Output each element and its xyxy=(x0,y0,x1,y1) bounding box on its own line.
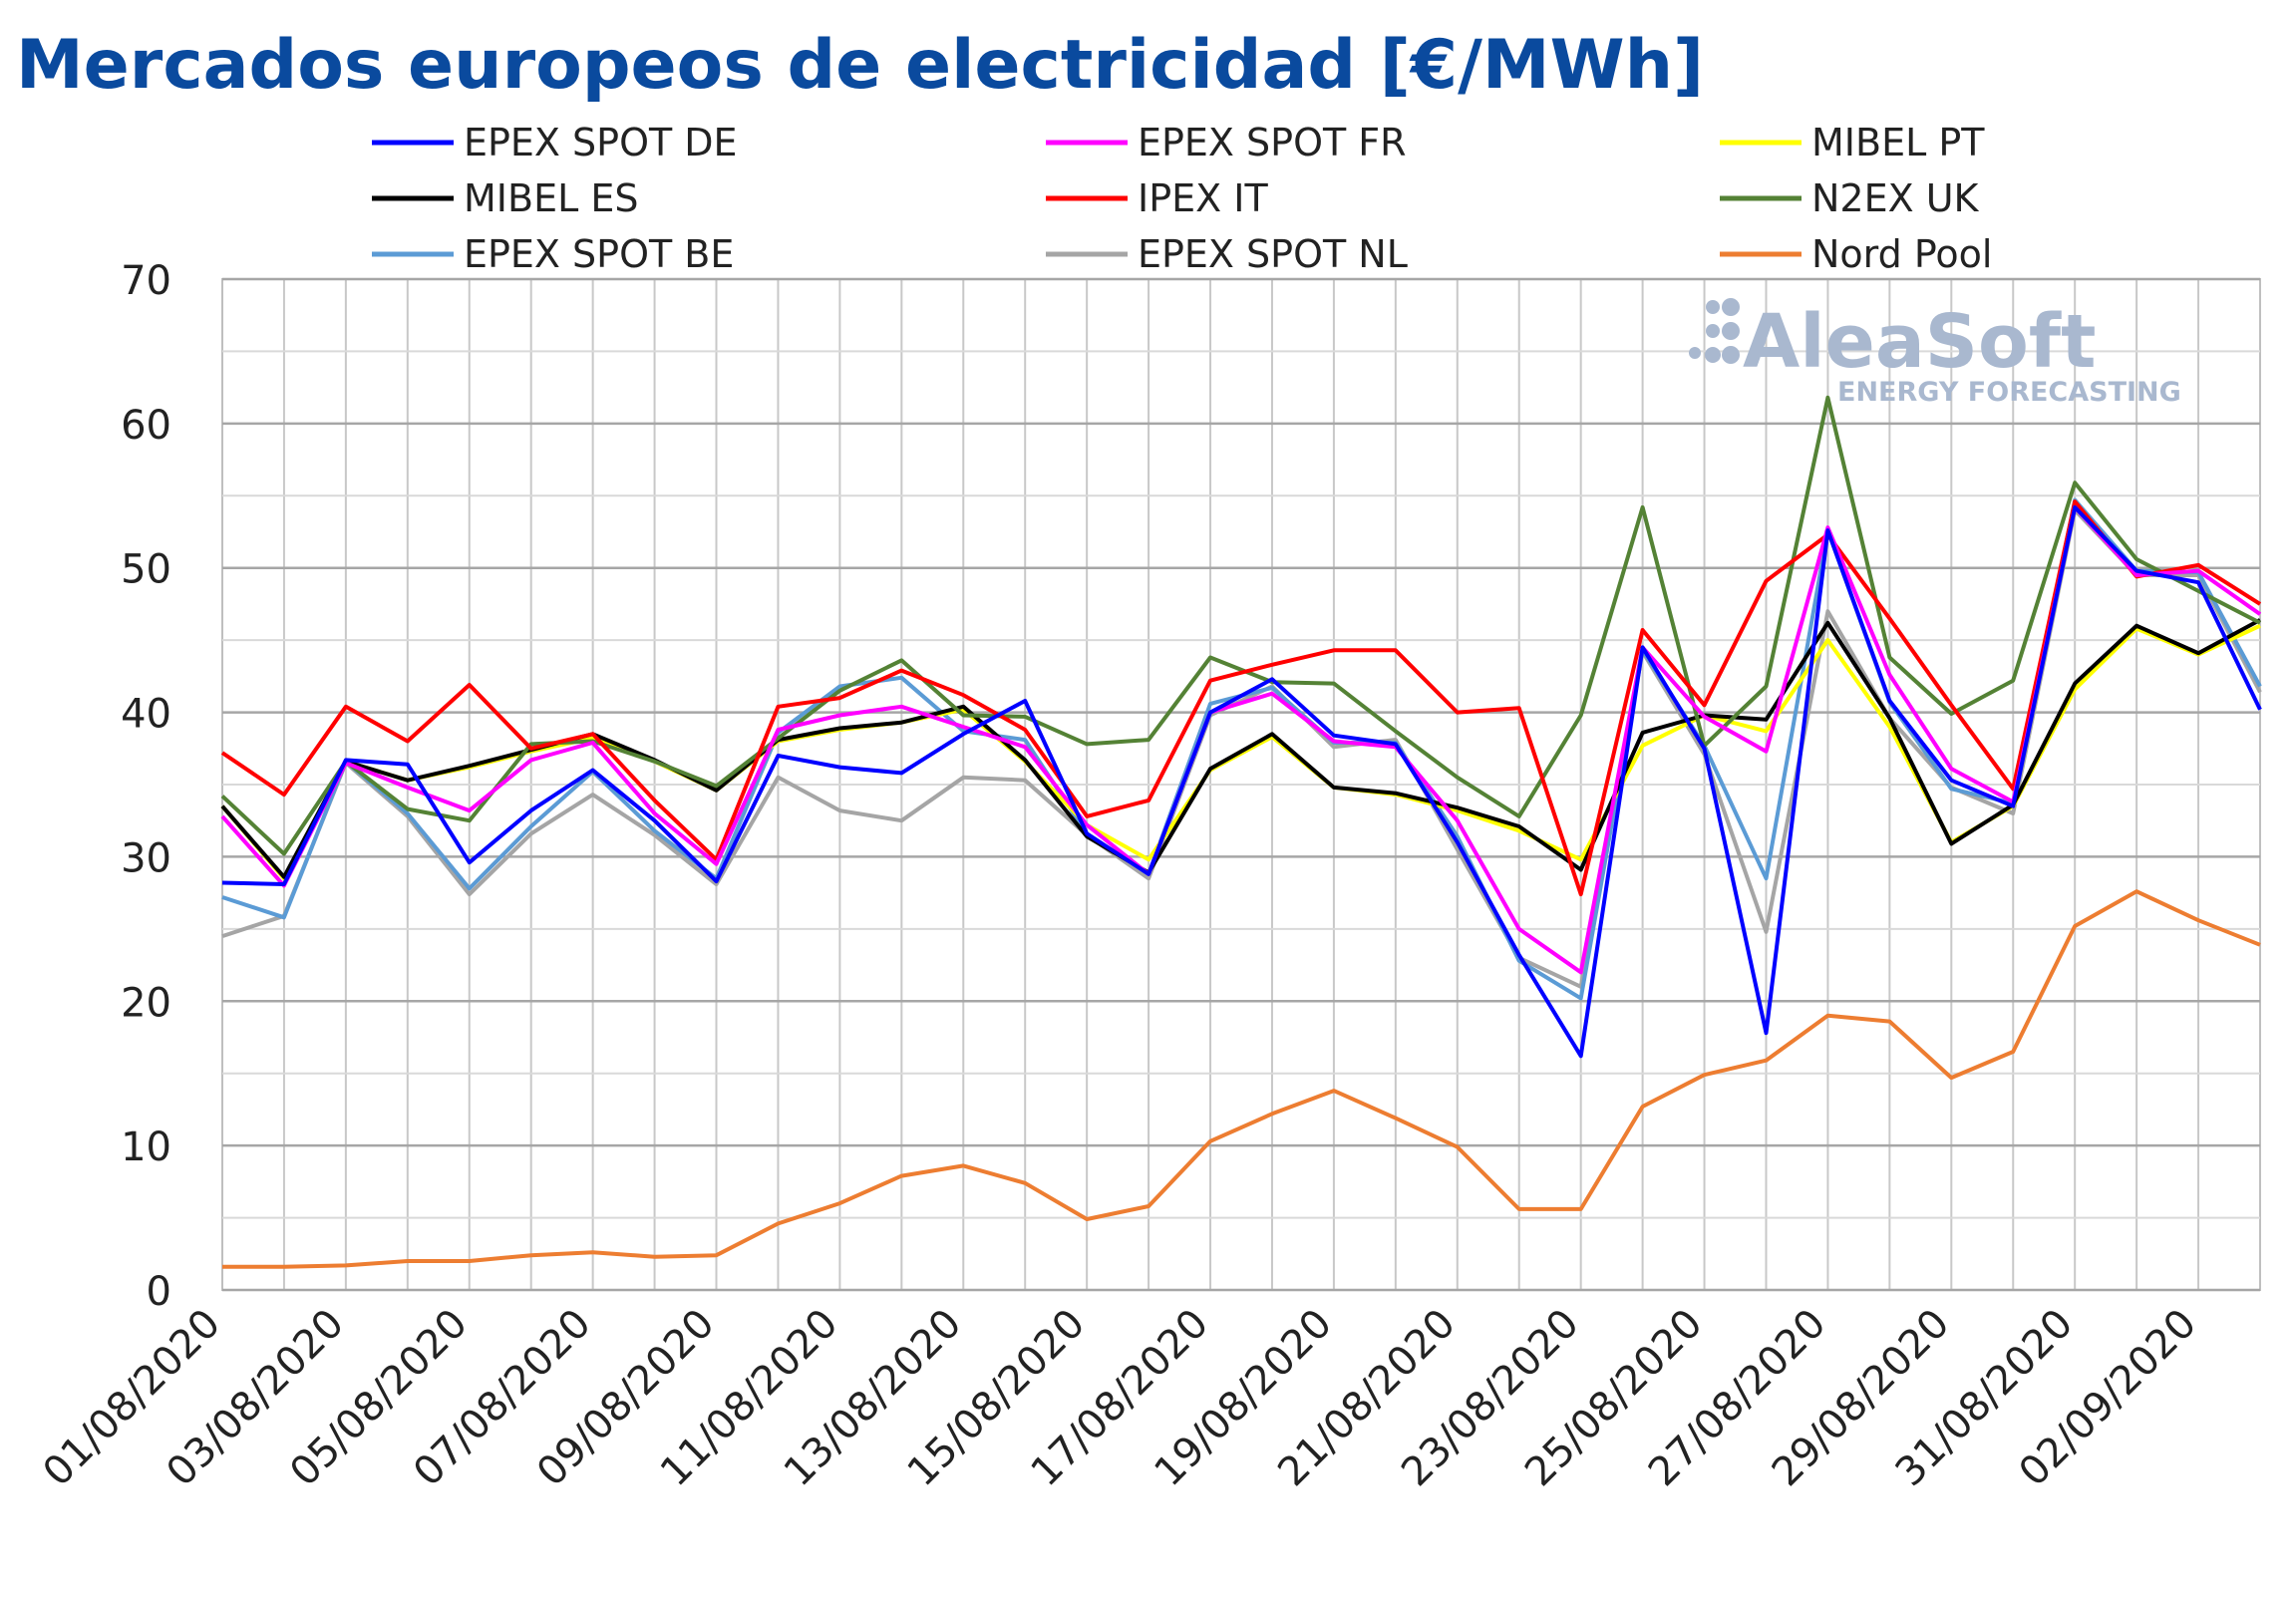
legend-label: Nord Pool xyxy=(1811,232,1992,276)
legend-label: EPEX SPOT NL xyxy=(1138,232,1408,276)
y-tick-label: 70 xyxy=(121,258,171,304)
aleasoft-watermark: AleaSoft ENERGY FORECASTING xyxy=(1689,298,2181,408)
y-tick-label: 0 xyxy=(147,1269,171,1315)
series-line-nord-pool xyxy=(222,889,2261,1269)
legend-label: EPEX SPOT FR xyxy=(1138,121,1407,164)
watermark-brand: AleaSoft xyxy=(1743,299,2096,385)
y-tick-label: 20 xyxy=(121,980,171,1026)
series-line-epex-spot-nl xyxy=(221,507,2262,989)
legend-label: IPEX IT xyxy=(1138,176,1268,220)
aleasoft-logo-icon xyxy=(1689,298,1740,364)
legend-label: EPEX SPOT BE xyxy=(464,232,734,276)
watermark-tagline: ENERGY FORECASTING xyxy=(1837,377,2181,408)
legend-label: MIBEL PT xyxy=(1811,121,1985,164)
grid xyxy=(221,277,2261,1292)
series-line-epex-spot-fr xyxy=(220,504,2262,975)
y-tick-label: 60 xyxy=(121,403,171,449)
series-lines xyxy=(220,395,2262,1269)
x-axis-ticks: 01/08/202003/08/202005/08/202007/08/2020… xyxy=(35,1301,2206,1496)
series-line-epex-spot-de xyxy=(221,504,2262,1059)
y-tick-label: 50 xyxy=(121,547,171,593)
legend: EPEX SPOT DE EPEX SPOT FR MIBEL PT MIBEL ES… xyxy=(372,121,1992,276)
y-axis-ticks: 0 10 20 30 40 50 60 70 xyxy=(121,258,171,1315)
legend-label: MIBEL ES xyxy=(464,176,638,220)
legend-label: N2EX UK xyxy=(1811,176,1980,220)
chart-title: Mercados europeos de electricidad [€/MWh… xyxy=(16,26,1704,105)
y-tick-label: 40 xyxy=(121,692,171,738)
legend-label: EPEX SPOT DE xyxy=(464,121,738,164)
series-line-ipex-it xyxy=(220,499,2262,897)
y-tick-label: 10 xyxy=(121,1124,171,1170)
y-tick-label: 30 xyxy=(121,835,171,881)
